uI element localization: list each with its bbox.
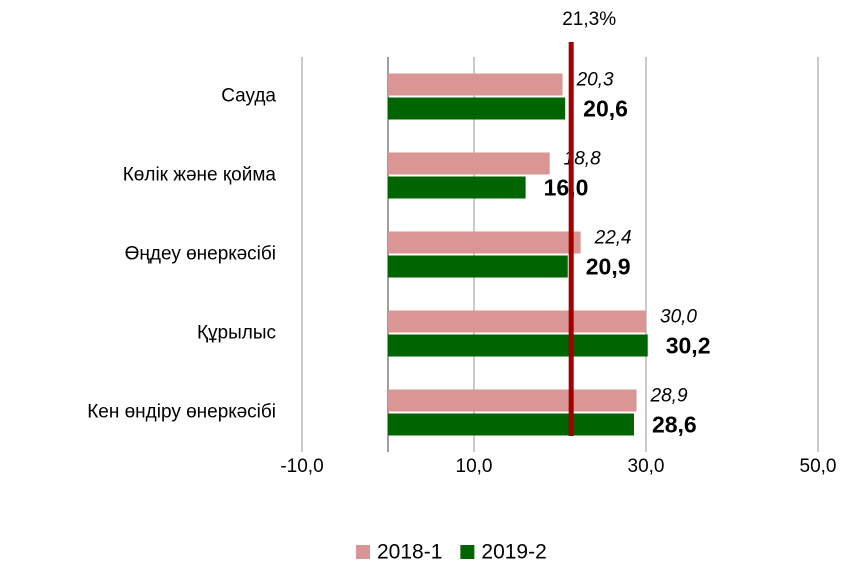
value-label: 20,9: [586, 254, 631, 280]
reference-label: 21,3%: [562, 9, 616, 30]
x-tick-label: -10,0: [280, 456, 323, 477]
value-label: 20,6: [583, 96, 628, 122]
value-label: 30,2: [666, 333, 711, 359]
x-tick-label: 30,0: [628, 456, 665, 477]
value-label: 28,9: [650, 386, 688, 407]
category-label: Құрылыс: [197, 323, 276, 344]
category-label: Сауда: [221, 86, 276, 107]
x-tick-label: 50,0: [800, 456, 837, 477]
value-label: 22,4: [594, 228, 632, 249]
bar: [388, 413, 634, 436]
legend-swatch: [356, 545, 370, 559]
legend-label: 2019-2: [481, 541, 546, 564]
bar: [388, 231, 581, 254]
category-label: Көлік және қойма: [123, 165, 277, 186]
legend-label: 2018-1: [377, 541, 442, 564]
bar: [388, 334, 648, 357]
bar: [388, 97, 566, 120]
bar: [388, 176, 526, 199]
bar: [388, 73, 563, 96]
category-label: Өңдеу өнеркәсібі: [125, 244, 276, 265]
value-label: 30,0: [660, 307, 697, 328]
x-tick-label: 10,0: [456, 456, 493, 477]
bar: [388, 152, 550, 175]
category-label: Кен өндіру өнеркәсібі: [87, 402, 276, 423]
value-label: 20,3: [576, 70, 614, 91]
value-label: 16,0: [544, 175, 589, 201]
bar: [388, 255, 568, 278]
legend-swatch: [460, 545, 475, 559]
value-label: 28,6: [652, 412, 697, 438]
bar: [388, 310, 646, 333]
bar: [388, 389, 637, 412]
